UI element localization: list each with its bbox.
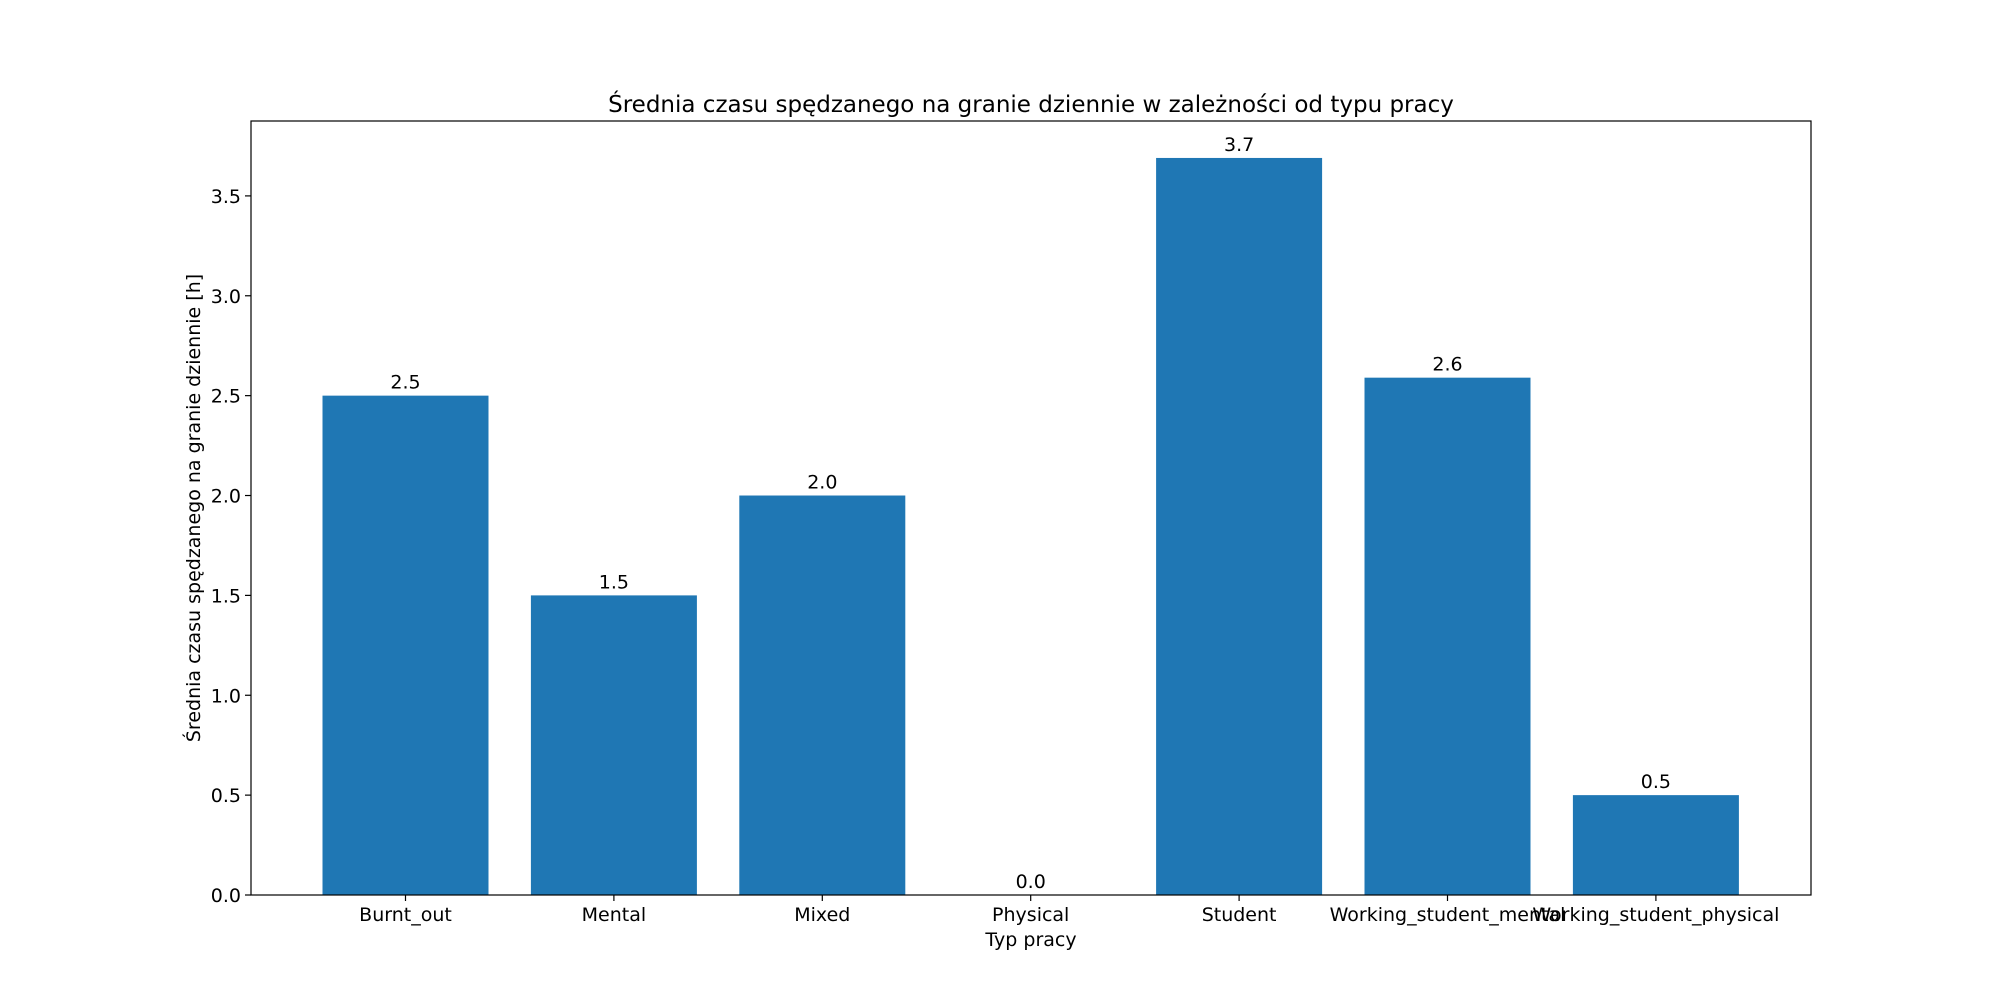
x-tick-label: Mixed (794, 904, 850, 926)
bar-mixed (739, 495, 906, 895)
bar-value-label: 2.5 (390, 372, 420, 394)
x-tick-label: Working_student_physical (1532, 904, 1779, 926)
y-tick-label: 2.0 (211, 486, 241, 508)
bar-value-label: 3.7 (1224, 134, 1254, 156)
y-tick-label: 1.0 (211, 685, 241, 707)
bar-value-label: 2.6 (1432, 354, 1462, 376)
bar-student (1156, 157, 1323, 895)
y-tick-label: 1.5 (211, 585, 241, 607)
y-tick-label: 3.5 (211, 186, 241, 208)
bar-mental (530, 595, 697, 895)
y-axis-label: Średnia czasu spędzanego na granie dzien… (181, 274, 205, 742)
bar-value-label: 0.5 (1641, 771, 1671, 793)
x-axis-label: Typ pracy (984, 929, 1076, 951)
x-tick-label: Mental (582, 904, 647, 926)
y-axis: 0.0 0.5 1.0 1.5 2.0 2.5 3.0 3.5 (211, 186, 251, 907)
bars-layer (322, 157, 1739, 895)
y-tick-label: 3.0 (211, 286, 241, 308)
x-tick-label: Physical (992, 904, 1069, 926)
x-tick-label: Burnt_out (359, 904, 452, 926)
bar-working-student-mental (1364, 377, 1531, 895)
x-axis: Burnt_out Mental Mixed Physical Student Worki… (359, 895, 1779, 926)
bar-burnt-out (322, 395, 489, 895)
chart-title: Średnia czasu spędzanego na granie dzien… (608, 90, 1454, 118)
bar-working-student-physical (1572, 795, 1739, 895)
y-tick-label: 2.5 (211, 386, 241, 408)
x-tick-label: Working_student_mental (1330, 904, 1566, 926)
bar-value-label: 2.0 (807, 472, 837, 494)
bar-value-label: 0.0 (1016, 871, 1046, 893)
y-tick-label: 0.0 (211, 885, 241, 907)
value-labels-layer: 2.5 1.5 2.0 0.0 3.7 2.6 0.5 (390, 134, 1671, 893)
bar-value-label: 1.5 (599, 571, 629, 593)
x-tick-label: Student (1202, 904, 1277, 926)
y-tick-label: 0.5 (211, 785, 241, 807)
